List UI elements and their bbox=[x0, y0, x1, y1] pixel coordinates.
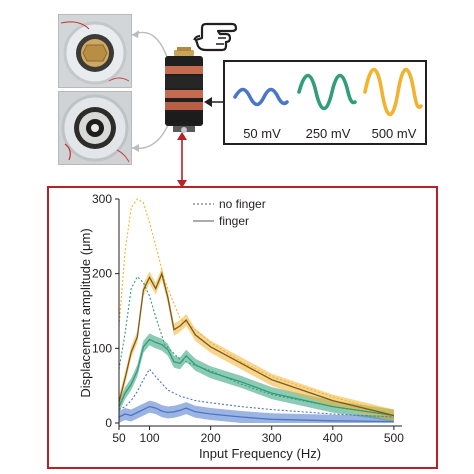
device-to-chart-arrow bbox=[177, 132, 187, 188]
y-tick-label: 100 bbox=[92, 341, 112, 355]
x-tick-label: 400 bbox=[323, 431, 343, 445]
wave-50mv bbox=[233, 87, 289, 107]
x-tick-label: 200 bbox=[201, 431, 221, 445]
wave-250mv bbox=[297, 73, 357, 111]
series-50mv-finger-band bbox=[119, 400, 394, 423]
legend-label-no-finger: no finger bbox=[219, 197, 266, 211]
series-250mv-no-finger bbox=[118, 275, 394, 417]
input-amplitude-panel: 50 mV 250 mV 500 mV bbox=[223, 60, 427, 145]
x-tick-label: 50 bbox=[112, 431, 126, 445]
x-tick-label: 100 bbox=[140, 431, 160, 445]
legend: no finger finger bbox=[193, 197, 266, 228]
amp-label-50mv: 50 mV bbox=[243, 126, 281, 141]
finger-pointing-icon bbox=[193, 22, 238, 52]
x-axis-label: Input Frequency (Hz) bbox=[199, 446, 321, 461]
amp-label-250mv: 250 mV bbox=[305, 126, 351, 141]
series-50mv-finger bbox=[118, 405, 394, 423]
series-250mv-finger bbox=[118, 338, 394, 417]
series-500mv-finger bbox=[118, 271, 395, 417]
actuator-device bbox=[165, 47, 203, 133]
device-photo-top bbox=[58, 14, 132, 88]
y-tick-label: 300 bbox=[92, 192, 112, 206]
y-axis-label: Displacement amplitude (μm) bbox=[78, 228, 93, 397]
legend-label-finger: finger bbox=[219, 214, 249, 228]
device-photo-bottom bbox=[58, 91, 132, 165]
y-tick-label: 0 bbox=[105, 416, 112, 430]
y-tick-label: 200 bbox=[92, 267, 112, 281]
x-tick-label: 300 bbox=[262, 431, 282, 445]
wave-500mv bbox=[363, 67, 423, 117]
x-tick-label: 500 bbox=[384, 431, 404, 445]
series-500mv-no-finger bbox=[118, 198, 395, 415]
amp-label-500mv: 500 mV bbox=[371, 126, 417, 141]
